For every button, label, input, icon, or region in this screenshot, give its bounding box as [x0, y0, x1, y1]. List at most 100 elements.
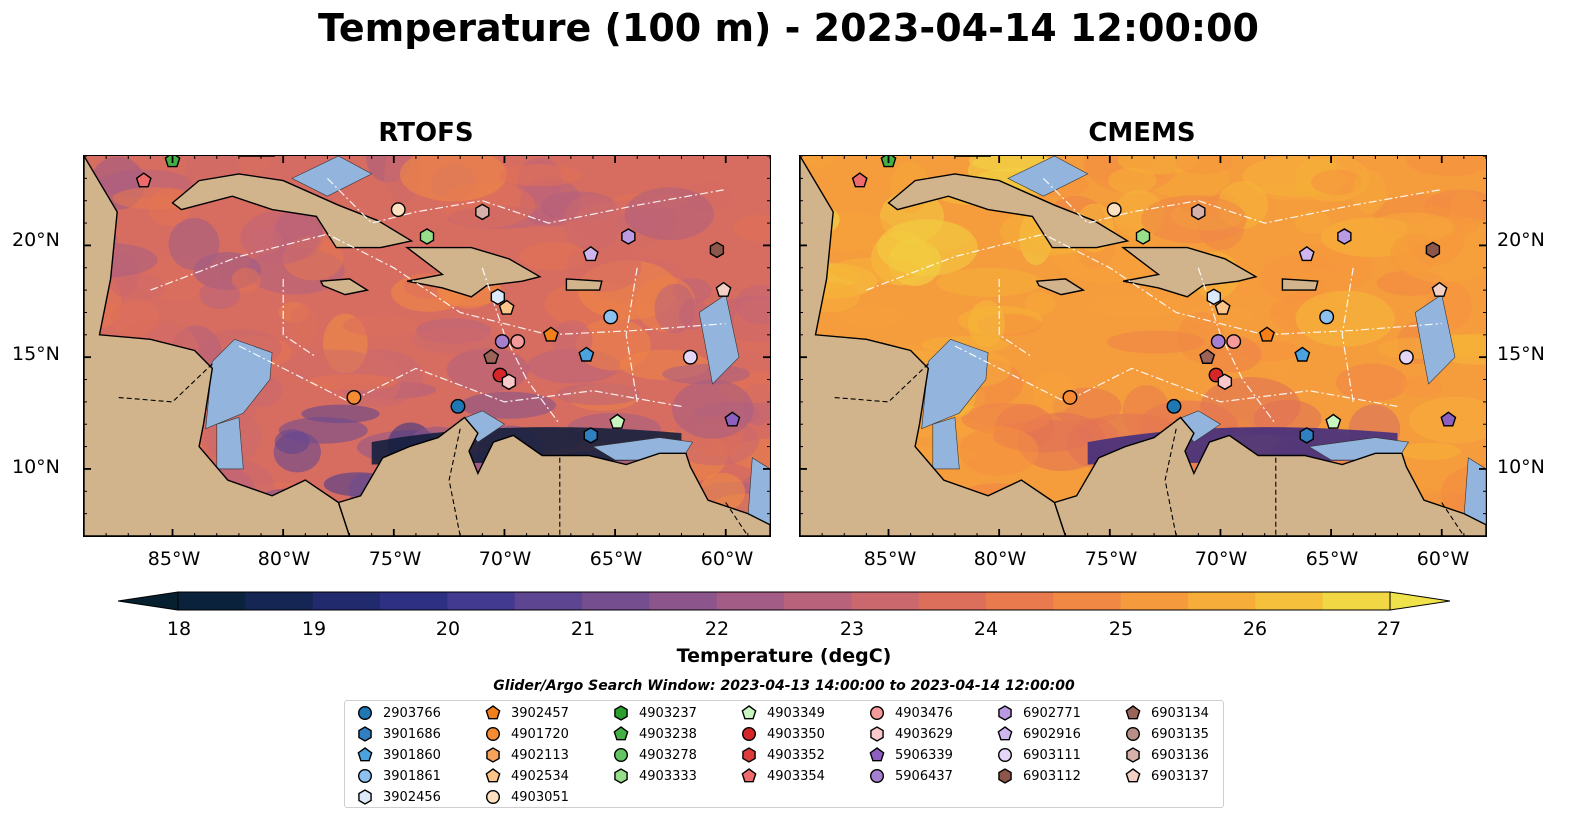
legend-item-6903112: 6903112: [995, 766, 1081, 786]
temperature-blob: [399, 156, 507, 202]
eez-boundary: [998, 278, 1033, 358]
colorbar-tick-25: 25: [1108, 618, 1134, 640]
legend-label: 6903111: [1023, 747, 1081, 763]
float-marker-6903136: [475, 203, 490, 221]
float-marker-3902457: [1258, 326, 1275, 342]
land-mass: [337, 416, 770, 536]
map-panel-rtofs[interactable]: [83, 155, 771, 537]
float-marker-2903766: [1166, 398, 1182, 414]
land-mass: [1035, 278, 1086, 296]
float-marker-4903476: [510, 334, 526, 349]
legend-symbol-4903354: [741, 768, 757, 783]
colorbar-frame: [177, 591, 1391, 611]
float-marker-3901860: [578, 346, 595, 362]
eez-boundary: [1341, 267, 1354, 402]
temperature-blob: [733, 214, 770, 242]
legend-symbol-4901720: [485, 726, 501, 742]
eez-boundary: [866, 233, 1442, 336]
colorbar-segment: [514, 592, 583, 610]
shallow-shelf: [698, 294, 740, 385]
float-marker-3901686: [583, 427, 598, 444]
temperature-blob: [412, 327, 496, 354]
legend-title: Glider/Argo Search Window: 2023-04-13 14…: [493, 678, 1075, 694]
shallow-shelf: [747, 457, 770, 526]
legend-label: 4903352: [767, 747, 825, 763]
legend-item-4901720: 4901720: [483, 724, 569, 744]
temperature-blob: [839, 305, 906, 327]
legend-symbol-4902113: [486, 747, 500, 763]
float-marker-4903354: [135, 172, 152, 188]
colorbar-tick-21: 21: [570, 618, 596, 640]
legend-symbol-2903766: [357, 705, 373, 721]
colorbar-tick-22: 22: [704, 618, 730, 640]
temperature-blob: [1108, 167, 1157, 194]
colorbar-segment: [1053, 592, 1122, 610]
temperature-blob: [1352, 169, 1387, 214]
legend-item-6902916: 6902916: [995, 724, 1081, 744]
legend-symbol-4903051: [485, 789, 501, 805]
legend-label: 4903333: [639, 768, 697, 784]
lat-label-20n-left: 20°N: [12, 229, 60, 251]
legend-symbol-4903238: [613, 726, 629, 741]
float-marker-6903137: [1431, 281, 1448, 297]
float-marker-4903476: [1226, 334, 1242, 349]
temperature-blob: [278, 417, 368, 444]
hexagon-marker-icon: [486, 747, 500, 763]
legend-label: 4903051: [511, 789, 569, 805]
colorbar-tick-24: 24: [973, 618, 999, 640]
land-mass: [1053, 416, 1486, 536]
circle-marker-icon: [869, 768, 885, 784]
legend-symbol-4903476: [869, 705, 885, 721]
colorbar-extend-high: [1389, 591, 1450, 611]
legend-symbol-4903237: [614, 705, 628, 721]
legend-symbol-6902771: [998, 705, 1012, 721]
temperature-blob: [556, 383, 641, 406]
legend-item-2903766: 2903766: [355, 703, 441, 723]
hexagon-marker-icon: [1126, 747, 1140, 763]
legend-symbol-3901861: [357, 768, 373, 784]
temperature-blob: [800, 156, 835, 168]
legend-label: 4901720: [511, 726, 569, 742]
shallow-shelf: [291, 156, 373, 197]
legend-item-4903476: 4903476: [867, 703, 953, 723]
float-marker-6903112: [1425, 241, 1441, 259]
float-marker-4902534: [498, 299, 515, 315]
panel-title-rtofs: RTOFS: [378, 118, 474, 148]
legend-symbol-3901860: [357, 747, 373, 762]
float-marker-4903051: [390, 202, 406, 218]
float-marker-6903111: [682, 349, 698, 365]
temperature-blob: [199, 280, 241, 309]
legend-item-4903349: 4903349: [739, 703, 825, 723]
float-marker-3901861: [1319, 309, 1335, 325]
legend-symbol-6903136: [1126, 747, 1140, 763]
map-panel-cmems[interactable]: [799, 155, 1487, 537]
temperature-blob: [735, 284, 770, 325]
float-marker-3901861: [603, 309, 619, 325]
eez-boundary: [326, 177, 726, 224]
colorbar-tick-23: 23: [839, 618, 865, 640]
colorbar-segment: [784, 592, 852, 610]
temperature-blob: [624, 187, 714, 241]
float-marker-3902457: [542, 326, 559, 342]
colorbar-label: Temperature (degC): [676, 645, 892, 667]
legend-symbol-6903135: [1125, 726, 1141, 742]
float-marker-4902534: [1214, 299, 1231, 315]
colorbar-segment: [447, 592, 516, 610]
legend-label: 3902456: [383, 789, 441, 805]
colorbar-tick-20: 20: [435, 618, 461, 640]
float-marker-5906437: [494, 334, 510, 349]
legend-symbol-6903111: [997, 747, 1013, 763]
map-canvas-cmems: [800, 156, 1486, 536]
colorbar-tick-26: 26: [1242, 618, 1268, 640]
shallow-shelf: [921, 338, 989, 430]
legend-item-3902456: 3902456: [355, 787, 441, 807]
legend-label: 3901861: [383, 768, 441, 784]
circle-marker-icon: [357, 768, 373, 784]
temperature-blob: [168, 218, 220, 271]
legend-symbol-6902916: [997, 726, 1013, 741]
legend-item-4903333: 4903333: [611, 766, 697, 786]
legend-item-6903137: 6903137: [1123, 766, 1209, 786]
lat-label-15n-left: 15°N: [12, 343, 60, 365]
pentagon-marker-icon: [485, 705, 501, 720]
legend-item-4903237: 4903237: [611, 703, 697, 723]
